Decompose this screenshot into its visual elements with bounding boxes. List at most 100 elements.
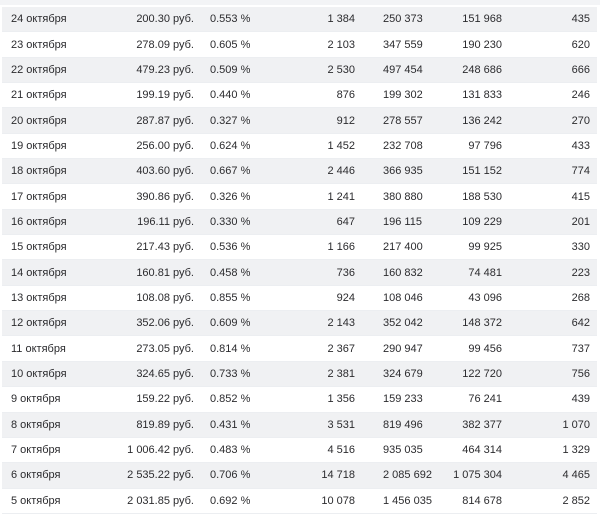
table-row: 11 октября 273.05 руб. 0.814 % 2 367 290… xyxy=(2,336,597,362)
cell-percent: 0.605 % xyxy=(210,38,251,51)
cell-amount-rub: 1 006.42 руб. xyxy=(127,444,194,457)
cell-date: 5 октября xyxy=(11,494,61,507)
cell-date: 18 октября xyxy=(11,165,67,178)
cell-number-1: 736 xyxy=(336,266,355,279)
table-row: 16 октября 196.11 руб. 0.330 % 647 196 1… xyxy=(2,209,597,236)
cell-amount-rub: 200.30 руб. xyxy=(136,13,194,26)
cell-number-4: 737 xyxy=(571,342,590,355)
cell-number-4: 4 465 xyxy=(562,469,590,482)
table-row: 24 октября 200.30 руб. 0.553 % 1 384 250… xyxy=(2,7,597,33)
cell-number-1: 2 367 xyxy=(327,342,355,355)
cell-number-3: 151 968 xyxy=(462,13,502,26)
cell-number-1: 3 531 xyxy=(327,418,355,431)
cell-number-4: 1 329 xyxy=(562,444,590,457)
cell-number-2: 196 115 xyxy=(383,215,422,228)
cell-date: 10 октября xyxy=(11,367,67,380)
cell-number-4: 246 xyxy=(571,89,590,102)
cell-number-2: 108 046 xyxy=(383,291,423,304)
cell-amount-rub: 2 031.85 руб. xyxy=(127,494,194,507)
table-row: 14 октября 160.81 руб. 0.458 % 736 160 8… xyxy=(2,260,597,286)
cell-date: 21 октября xyxy=(11,89,67,102)
cell-amount-rub: 287.87 руб. xyxy=(136,114,194,127)
cell-number-2: 366 935 xyxy=(383,165,423,178)
cell-number-1: 1 452 xyxy=(327,139,355,152)
cell-date: 23 октября xyxy=(11,38,67,51)
cell-percent: 0.327 % xyxy=(210,114,251,127)
cell-number-2: 1 456 035 xyxy=(383,494,432,507)
cell-number-4: 666 xyxy=(571,63,590,76)
cell-number-4: 268 xyxy=(571,291,590,304)
cell-percent: 0.458 % xyxy=(210,266,251,279)
cell-date: 9 октября xyxy=(11,393,61,406)
cell-number-1: 4 516 xyxy=(327,444,355,457)
cell-number-3: 190 230 xyxy=(462,38,502,51)
cell-number-4: 201 xyxy=(571,215,590,228)
cell-amount-rub: 403.60 руб. xyxy=(136,165,194,178)
table-row: 20 октября 287.87 руб. 0.327 % 912 278 5… xyxy=(2,108,597,134)
cell-number-4: 1 070 xyxy=(562,418,590,431)
daily-stats-table: 24 октября 200.30 руб. 0.553 % 1 384 250… xyxy=(2,7,597,514)
cell-number-4: 435 xyxy=(571,13,590,26)
cell-number-2: 278 557 xyxy=(383,114,423,127)
cell-number-1: 647 xyxy=(336,215,355,228)
table-row: 12 октября 352.06 руб. 0.609 % 2 143 352… xyxy=(2,311,597,337)
cell-number-3: 464 314 xyxy=(462,444,502,457)
cell-percent: 0.733 % xyxy=(210,367,251,380)
cell-date: 7 октября xyxy=(11,444,61,457)
cell-number-3: 136 242 xyxy=(462,114,502,127)
cell-number-4: 223 xyxy=(571,266,590,279)
cell-amount-rub: 278.09 руб. xyxy=(136,38,194,51)
cell-date: 15 октября xyxy=(11,241,67,254)
cell-date: 16 октября xyxy=(11,215,67,228)
cell-number-1: 876 xyxy=(336,89,355,102)
cell-number-3: 151 152 xyxy=(462,165,502,178)
cell-number-3: 382 377 xyxy=(462,418,502,431)
cropped-header-strip xyxy=(0,0,600,5)
table-row: 23 октября 278.09 руб. 0.605 % 2 103 347… xyxy=(2,32,597,58)
cell-percent: 0.326 % xyxy=(210,190,251,203)
cell-number-2: 232 708 xyxy=(383,139,423,152)
cell-amount-rub: 217.43 руб. xyxy=(136,241,194,254)
cell-date: 14 октября xyxy=(11,266,67,279)
cell-percent: 0.609 % xyxy=(210,317,251,330)
table-row: 21 октября 199.19 руб. 0.440 % 876 199 3… xyxy=(2,83,597,109)
cell-percent: 0.330 % xyxy=(210,215,251,228)
cell-amount-rub: 273.05 руб. xyxy=(136,342,194,355)
cell-number-4: 433 xyxy=(571,139,590,152)
cell-date: 13 октября xyxy=(11,291,67,304)
cell-number-2: 935 035 xyxy=(383,444,423,457)
cell-number-1: 1 241 xyxy=(327,190,355,203)
cell-date: 19 октября xyxy=(11,139,67,152)
table-row: 9 октября 159.22 руб. 0.852 % 1 356 159 … xyxy=(2,387,597,413)
cell-number-2: 497 454 xyxy=(383,63,423,76)
cell-number-3: 1 075 304 xyxy=(453,469,502,482)
cell-percent: 0.440 % xyxy=(210,89,251,102)
cell-date: 8 октября xyxy=(11,418,61,431)
cell-date: 12 октября xyxy=(11,317,67,330)
cell-number-3: 109 229 xyxy=(462,215,502,228)
cell-number-4: 270 xyxy=(571,114,590,127)
cell-number-2: 290 947 xyxy=(383,342,423,355)
cell-number-4: 642 xyxy=(571,317,590,330)
cell-number-1: 912 xyxy=(336,114,355,127)
cell-date: 22 октября xyxy=(11,63,67,76)
table-row: 19 октября 256.00 руб. 0.624 % 1 452 232… xyxy=(2,133,597,160)
cell-percent: 0.624 % xyxy=(210,139,251,152)
cell-amount-rub: 2 535.22 руб. xyxy=(127,469,194,482)
cell-number-2: 2 085 692 xyxy=(383,469,432,482)
cell-number-1: 1 166 xyxy=(327,241,355,254)
cell-number-4: 415 xyxy=(571,190,590,203)
table-row: 6 октября 2 535.22 руб. 0.706 % 14 718 2… xyxy=(2,463,597,489)
cell-number-1: 1 356 xyxy=(327,393,355,406)
cell-amount-rub: 108.08 руб. xyxy=(136,291,194,304)
cell-number-3: 122 720 xyxy=(462,367,502,380)
cell-amount-rub: 196.11 руб. xyxy=(137,215,194,228)
cell-percent: 0.483 % xyxy=(210,444,251,457)
cell-amount-rub: 199.19 руб. xyxy=(136,89,194,102)
cell-number-3: 814 678 xyxy=(462,494,502,507)
cell-number-4: 330 xyxy=(571,241,590,254)
cell-number-4: 774 xyxy=(571,165,590,178)
cell-number-3: 74 481 xyxy=(468,266,502,279)
cell-number-1: 2 530 xyxy=(327,63,355,76)
